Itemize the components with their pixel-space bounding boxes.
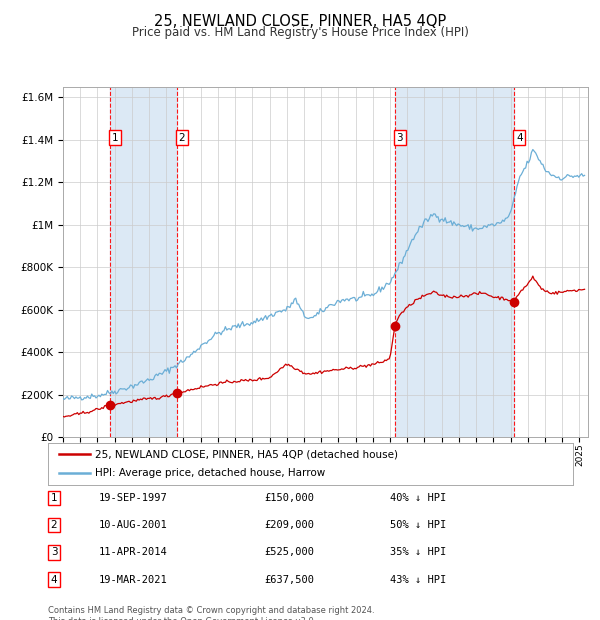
Text: £209,000: £209,000 <box>264 520 314 530</box>
Text: 2: 2 <box>50 520 58 530</box>
Text: 3: 3 <box>397 133 403 143</box>
Text: 1: 1 <box>112 133 118 143</box>
Text: 25, NEWLAND CLOSE, PINNER, HA5 4QP: 25, NEWLAND CLOSE, PINNER, HA5 4QP <box>154 14 446 29</box>
Text: 4: 4 <box>50 575 58 585</box>
Text: 43% ↓ HPI: 43% ↓ HPI <box>390 575 446 585</box>
Text: £525,000: £525,000 <box>264 547 314 557</box>
Text: 2: 2 <box>178 133 185 143</box>
Text: Contains HM Land Registry data © Crown copyright and database right 2024.
This d: Contains HM Land Registry data © Crown c… <box>48 606 374 620</box>
Text: £150,000: £150,000 <box>264 493 314 503</box>
Bar <box>395 87 514 437</box>
Text: 40% ↓ HPI: 40% ↓ HPI <box>390 493 446 503</box>
Text: 35% ↓ HPI: 35% ↓ HPI <box>390 547 446 557</box>
Bar <box>110 87 177 437</box>
Text: 11-APR-2014: 11-APR-2014 <box>99 547 168 557</box>
Text: 10-AUG-2001: 10-AUG-2001 <box>99 520 168 530</box>
Text: 4: 4 <box>516 133 523 143</box>
Text: HPI: Average price, detached house, Harrow: HPI: Average price, detached house, Harr… <box>95 469 325 479</box>
Text: 50% ↓ HPI: 50% ↓ HPI <box>390 520 446 530</box>
Text: 3: 3 <box>50 547 58 557</box>
Text: 25, NEWLAND CLOSE, PINNER, HA5 4QP (detached house): 25, NEWLAND CLOSE, PINNER, HA5 4QP (deta… <box>95 449 398 459</box>
Text: Price paid vs. HM Land Registry's House Price Index (HPI): Price paid vs. HM Land Registry's House … <box>131 26 469 39</box>
Text: 19-SEP-1997: 19-SEP-1997 <box>99 493 168 503</box>
Text: 1: 1 <box>50 493 58 503</box>
Text: 19-MAR-2021: 19-MAR-2021 <box>99 575 168 585</box>
Text: £637,500: £637,500 <box>264 575 314 585</box>
